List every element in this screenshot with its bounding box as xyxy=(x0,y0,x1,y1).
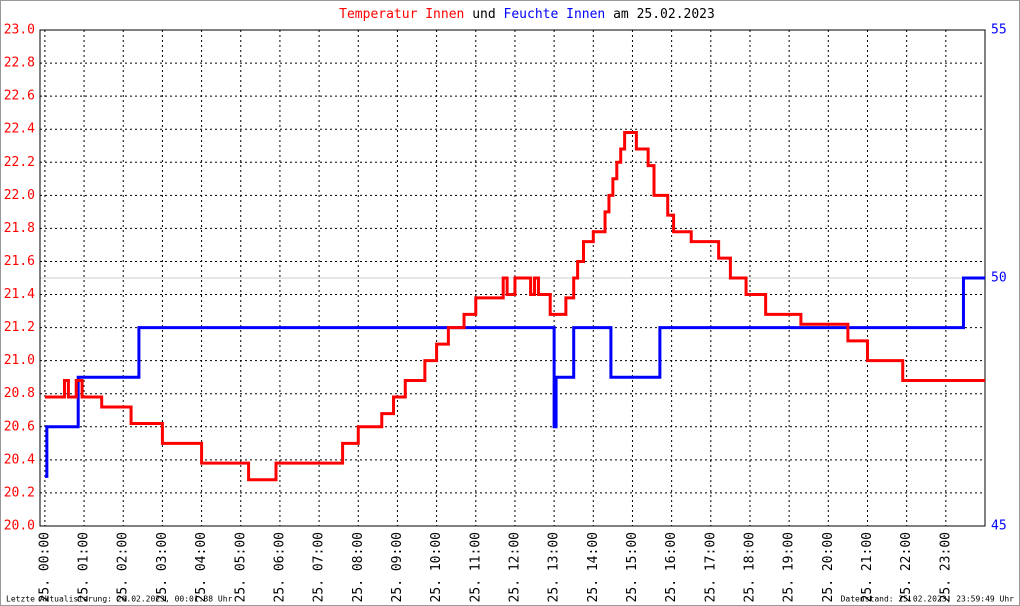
x-tick-label: 25. 22:00 xyxy=(899,532,914,602)
x-tick-label: 25. 03:00 xyxy=(155,532,170,602)
x-tick-label: 25. 09:00 xyxy=(390,532,405,602)
x-tick-label: 25. 12:00 xyxy=(507,532,522,602)
y-tick-label: 21.4 xyxy=(4,287,35,302)
y-tick-label: 21.6 xyxy=(4,254,35,269)
x-tick-label: 25. 23:00 xyxy=(938,532,953,602)
y-tick-label: 20.2 xyxy=(4,485,35,500)
series-line xyxy=(44,131,985,482)
y-tick-label: 22.2 xyxy=(4,155,35,170)
x-tick-label: 25. 14:00 xyxy=(586,532,601,602)
footer-right: Datenstand: 25.02.2023, 23:59:49 Uhr xyxy=(841,595,1015,604)
title-connector: und xyxy=(472,7,495,22)
y2-tick-label: 55 xyxy=(991,23,1007,38)
x-tick-label: 25. 15:00 xyxy=(625,532,640,602)
y2-tick-label: 45 xyxy=(991,519,1007,534)
x-tick-label: 25. 04:00 xyxy=(194,532,209,602)
x-tick-label: 25. 18:00 xyxy=(742,532,757,602)
x-tick-label: 25. 00:00 xyxy=(37,532,52,602)
title-suffix: am 25.02.2023 xyxy=(613,7,715,22)
y-tick-label: 20.4 xyxy=(4,452,35,467)
x-tick-label: 25. 02:00 xyxy=(116,532,131,602)
x-tick-label: 25. 07:00 xyxy=(312,532,327,602)
title-series-2: Feuchte Innen xyxy=(504,7,606,22)
y-tick-label: 21.0 xyxy=(4,353,35,368)
series-line xyxy=(44,276,985,478)
y-tick-label: 21.8 xyxy=(4,221,35,236)
footer-left: Letzte Aktualisierung: 26.02.2023, 00:01… xyxy=(6,595,233,604)
x-tick-label: 25. 21:00 xyxy=(860,532,875,602)
x-tick-label: 25. 08:00 xyxy=(351,532,366,602)
x-tick-label: 25. 17:00 xyxy=(703,532,718,602)
x-tick-label: 25. 10:00 xyxy=(429,532,444,602)
y2-tick-label: 50 xyxy=(991,271,1007,286)
y-tick-label: 23.0 xyxy=(4,23,35,38)
x-tick-label: 25. 20:00 xyxy=(821,532,836,602)
y-tick-label: 22.8 xyxy=(4,56,35,71)
x-tick-label: 25. 05:00 xyxy=(233,532,248,602)
x-tick-label: 25. 06:00 xyxy=(272,532,287,602)
x-tick-label: 25. 11:00 xyxy=(468,532,483,602)
x-tick-label: 25. 01:00 xyxy=(77,532,92,602)
x-tick-label: 25. 19:00 xyxy=(782,532,797,602)
x-tick-label: 25. 13:00 xyxy=(547,532,562,602)
x-tick-label: 25. 16:00 xyxy=(664,532,679,602)
y-tick-label: 20.0 xyxy=(4,519,35,534)
y-tick-label: 20.6 xyxy=(4,419,35,434)
y-tick-label: 22.0 xyxy=(4,188,35,203)
y-tick-label: 22.4 xyxy=(4,122,35,137)
title-series-1: Temperatur Innen xyxy=(339,7,464,22)
chart-title: Temperatur Innen und Feuchte Innen am 25… xyxy=(339,7,715,22)
y-tick-label: 21.2 xyxy=(4,320,35,335)
y-tick-label: 20.8 xyxy=(4,386,35,401)
y-tick-label: 22.6 xyxy=(4,89,35,104)
